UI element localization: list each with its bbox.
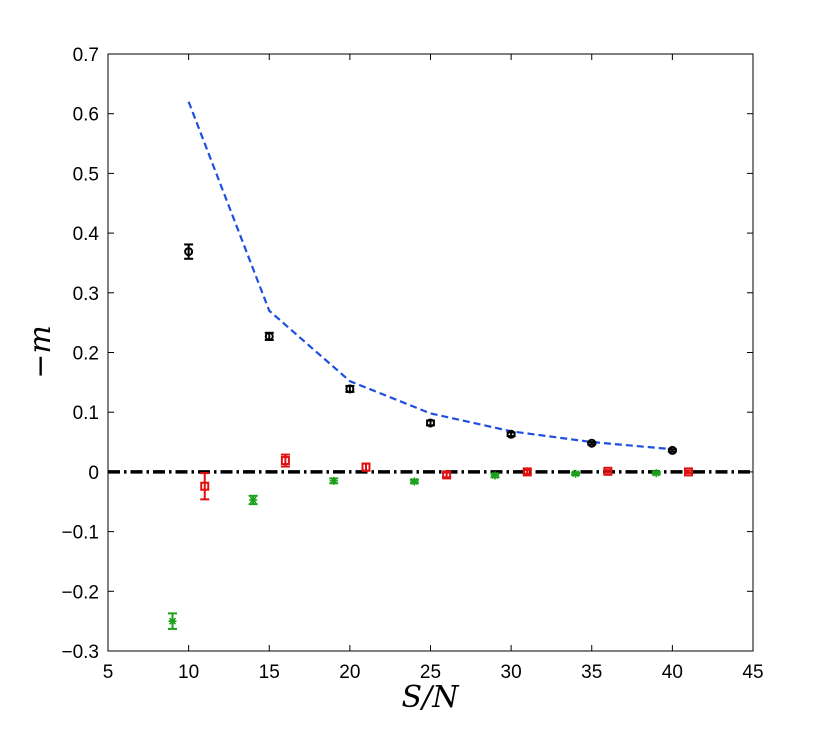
dashed-prediction-line — [187, 101, 673, 451]
star-marker — [329, 476, 338, 485]
x-tick-label: 35 — [581, 662, 602, 683]
y-tick-label: 0.7 — [73, 45, 99, 66]
star-marker — [410, 477, 419, 486]
circle-marker — [184, 247, 194, 257]
x-tick-label: 40 — [662, 662, 683, 683]
x-tick-label: 25 — [420, 662, 441, 683]
square-marker — [200, 481, 210, 491]
plot-frame — [107, 53, 754, 652]
data-point-star — [651, 469, 661, 478]
data-point-square — [684, 467, 693, 477]
star-marker — [168, 617, 177, 626]
axis-ticks: 5 10 15 20 25 30 35 40 45 −0.3 −0.2 −0.1 0 0.1 0.2 0.3 0… — [61, 45, 763, 683]
y-tick-label: −0.2 — [61, 582, 99, 603]
circle-marker — [345, 384, 355, 394]
data-point-circle — [667, 445, 677, 455]
data-point-circle — [506, 429, 516, 439]
square-marker — [442, 470, 452, 480]
y-tick-label: −0.3 — [61, 642, 99, 663]
data-point-square — [361, 462, 371, 472]
data-point-circle — [264, 331, 274, 341]
x-tick-label: 30 — [501, 662, 522, 683]
y-tick-label: 0.6 — [73, 105, 99, 126]
circle-marker — [264, 331, 274, 341]
y-tick-label: 0.2 — [73, 344, 99, 365]
data-point-circle — [426, 418, 435, 428]
y-tick-label: 0.1 — [73, 403, 99, 424]
square-marker — [280, 456, 290, 466]
y-tick-label: 0.3 — [73, 284, 99, 305]
data-point-square — [280, 453, 290, 468]
y-tick-label: 0.5 — [73, 164, 99, 185]
square-marker — [361, 462, 371, 472]
data-point-star — [248, 494, 258, 506]
x-tick-label: 20 — [339, 662, 360, 683]
data-point-square — [522, 467, 532, 477]
data-point-star — [168, 612, 177, 630]
y-tick-label: 0.4 — [73, 224, 100, 245]
data-point-circle — [587, 438, 597, 448]
circle-marker — [426, 418, 435, 428]
data-point-star — [329, 476, 339, 485]
data-point-star — [490, 471, 500, 480]
square-marker — [684, 467, 693, 477]
data-point-square — [603, 466, 613, 476]
data-point-square — [200, 472, 210, 501]
x-axis-label: S/N — [402, 680, 461, 715]
circle-marker — [587, 438, 597, 448]
star-marker — [652, 469, 661, 478]
data-point-star — [409, 477, 419, 486]
y-axis-label: −m — [23, 325, 58, 379]
star-marker — [491, 471, 499, 480]
x-tick-label: 15 — [259, 662, 280, 683]
circle-marker — [506, 429, 516, 439]
circle-marker — [667, 445, 677, 455]
data-point-square — [442, 470, 452, 480]
star-marker — [571, 469, 580, 478]
x-tick-label: 5 — [103, 662, 114, 683]
square-marker — [522, 467, 532, 477]
data-point-circle — [184, 243, 194, 260]
square-marker — [603, 466, 613, 476]
data-point-star — [571, 469, 581, 478]
data-point-circle — [345, 384, 355, 394]
x-tick-label: 10 — [178, 662, 199, 683]
data-marks — [108, 101, 753, 630]
y-tick-label: −0.1 — [61, 523, 99, 544]
star-marker — [249, 495, 258, 504]
y-tick-label: 0 — [88, 463, 99, 484]
x-tick-label: 45 — [742, 662, 763, 683]
